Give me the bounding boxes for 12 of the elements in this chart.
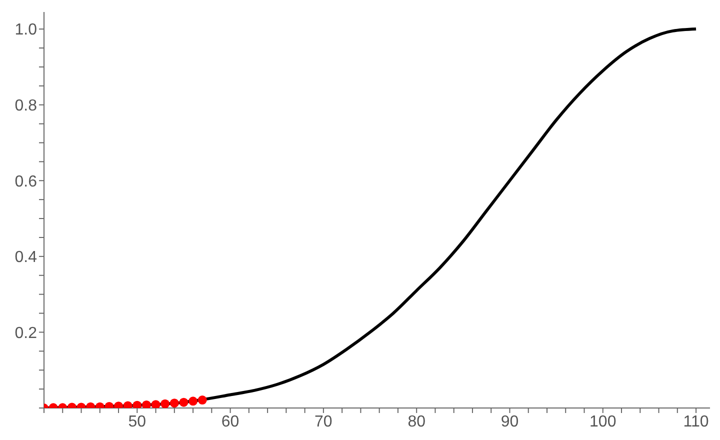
x-tick-label: 80 (408, 413, 426, 430)
y-tick-label: 0.6 (14, 173, 38, 190)
x-tick-label: 90 (500, 413, 519, 430)
x-tick-label: 50 (128, 413, 146, 430)
y-tick-label: 0.2 (14, 324, 38, 342)
y-tick-label: 0.8 (14, 98, 38, 115)
y-tick-label: 1.0 (14, 22, 38, 39)
x-tick-label: 100 (590, 413, 616, 430)
x-tick-label: 110 (683, 413, 709, 430)
x-tick-label: 60 (221, 413, 240, 430)
y-tick-label: 0.4 (14, 249, 38, 266)
x-tick-label: 70 (314, 413, 332, 430)
